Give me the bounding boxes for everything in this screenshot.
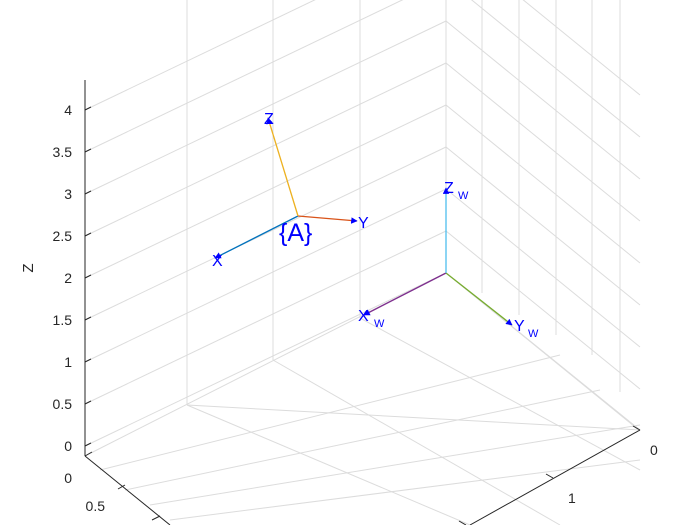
z-tick-label: 4 — [64, 102, 72, 118]
grid-line — [522, 0, 641, 96]
x-tick — [151, 515, 161, 521]
frame-a-axis-x — [214, 215, 299, 259]
frame-w-label-x: X — [358, 308, 369, 325]
frame-a-name: {A} — [279, 219, 312, 247]
z-tick-label: 3.5 — [53, 144, 73, 160]
grid-line — [445, 20, 641, 180]
frame-a-label-z: Z — [264, 111, 274, 128]
grid-line — [99, 354, 561, 471]
z-axis-label: Z — [20, 263, 37, 272]
grid-line — [84, 0, 316, 111]
grid-line — [84, 20, 447, 195]
z-tick — [84, 232, 92, 237]
x-tick-label: 0 — [64, 470, 72, 486]
grid-line — [445, 146, 641, 306]
z-tick-label: 2.5 — [53, 228, 73, 244]
axis-lines — [84, 80, 641, 525]
z-tick — [84, 442, 92, 447]
grid-line — [84, 62, 447, 237]
grid-line — [272, 359, 561, 525]
x-tick — [117, 484, 126, 490]
grid-line — [124, 389, 601, 491]
y-tick-label: 1 — [568, 490, 576, 506]
grid-line — [84, 0, 404, 153]
grid-line — [186, 404, 471, 525]
y-axis-line — [469, 429, 641, 525]
y-tick — [545, 473, 554, 479]
z-tick — [84, 316, 92, 321]
frame-w-axis-x — [363, 272, 447, 316]
grid-lines — [84, 0, 641, 525]
grid-line — [445, 62, 641, 222]
z-tick — [84, 400, 92, 405]
frame-a-axis-y — [297, 215, 358, 224]
z-tick — [84, 148, 92, 153]
y-tick-label: 0 — [650, 442, 658, 458]
z-tick-label: 1.5 — [53, 312, 73, 328]
z-tick — [84, 106, 92, 111]
frame-w-label-y: Y — [514, 318, 525, 335]
frame-w-axis-y — [445, 272, 513, 326]
x-tick — [84, 451, 93, 457]
tick-labels: 0 0.5 1 1.5 2 2.5 3 3.5 4 0 0.5 0 1 — [53, 102, 658, 514]
z-tick-label: 3 — [64, 186, 72, 202]
z-tick-label: 0 — [64, 438, 72, 454]
z-tick-label: 2 — [64, 270, 72, 286]
frame-w-sub-x: W — [374, 318, 385, 330]
grid-line — [84, 104, 447, 279]
y-tick — [458, 520, 467, 525]
z-tick — [84, 358, 92, 363]
frame-w-sub-z: W — [458, 190, 469, 202]
z-tick-label: 0.5 — [53, 396, 73, 412]
grid-line — [149, 424, 641, 506]
z-tick-label: 1 — [64, 354, 72, 370]
grid-line — [84, 230, 447, 405]
z-tick — [84, 190, 92, 195]
grid-line — [84, 272, 447, 447]
z-tick — [84, 274, 92, 279]
coordinate-frames: XYZ{A}X W Y WZ W — [212, 111, 539, 340]
grid-line — [186, 404, 641, 431]
grid-line — [169, 459, 641, 521]
grid-line — [445, 230, 641, 390]
x-tick-label: 0.5 — [86, 498, 106, 514]
grid-line — [470, 0, 641, 138]
frame-a-label-y: Y — [358, 215, 369, 232]
frame-w-label-z: Z — [444, 180, 454, 197]
frame-w-sub-y: W — [528, 328, 539, 340]
grid-line — [359, 317, 641, 471]
grid-line — [445, 104, 641, 264]
frame-a-label-x: X — [212, 253, 223, 270]
x-axis-line — [84, 455, 171, 525]
y-tick — [632, 425, 641, 431]
grid-line — [445, 188, 641, 348]
grid-line — [84, 188, 447, 363]
frame-a-axis-z — [266, 117, 299, 217]
grid-line — [84, 146, 447, 321]
